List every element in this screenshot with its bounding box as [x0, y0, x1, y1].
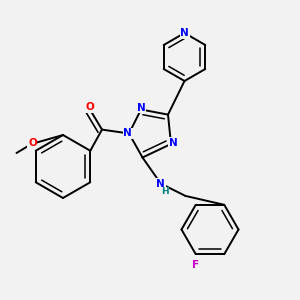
Text: N: N	[123, 128, 132, 139]
Text: F: F	[192, 260, 199, 270]
Text: O: O	[28, 138, 37, 148]
Text: N: N	[136, 103, 146, 113]
Text: N: N	[180, 28, 189, 38]
Text: O: O	[85, 102, 94, 112]
Text: N: N	[169, 138, 178, 148]
Text: H: H	[161, 188, 169, 196]
Text: N: N	[156, 178, 165, 189]
